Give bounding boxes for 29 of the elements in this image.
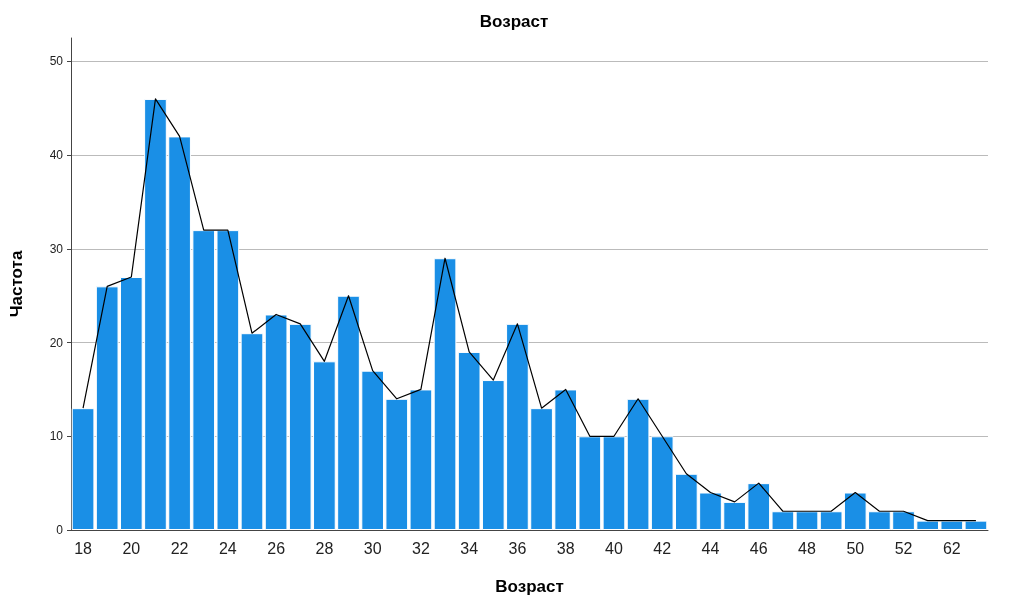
x-tick-label: 36 <box>508 539 527 557</box>
line-series <box>82 98 977 522</box>
x-tick-label: 28 <box>315 539 334 557</box>
x-tick-label: 32 <box>412 539 430 557</box>
x-tick-label: 24 <box>218 539 237 557</box>
x-tick-label: 42 <box>653 539 672 557</box>
x-tick-label: 46 <box>749 539 768 557</box>
y-tick-label: 30 <box>49 241 64 256</box>
y-tick-label: 0 <box>56 523 64 537</box>
x-tick-label: 34 <box>460 539 479 557</box>
x-tick-label: 22 <box>170 539 189 557</box>
y-tick-label: 10 <box>49 429 64 444</box>
x-tick-label: 48 <box>798 539 817 557</box>
x-tick-label: 20 <box>122 539 141 557</box>
x-tick-label: 26 <box>267 539 286 557</box>
y-tick-label: 20 <box>49 335 64 350</box>
x-tick-label: 50 <box>846 539 865 557</box>
x-tick-label: 62 <box>942 539 961 557</box>
x-tick-label: 44 <box>701 539 720 557</box>
x-tick-label: 38 <box>556 539 575 557</box>
y-tick-label: 40 <box>49 148 64 163</box>
y-axis-title: Частота <box>7 250 26 318</box>
x-tick-label: 18 <box>74 539 93 557</box>
x-axis-title: Возраст <box>495 577 564 596</box>
y-tick-label: 50 <box>49 54 64 69</box>
x-tick-label: 52 <box>894 539 913 557</box>
x-tick-label: 40 <box>605 539 623 557</box>
chart-title: Возраст <box>479 12 549 31</box>
x-tick-label: 30 <box>363 539 382 557</box>
